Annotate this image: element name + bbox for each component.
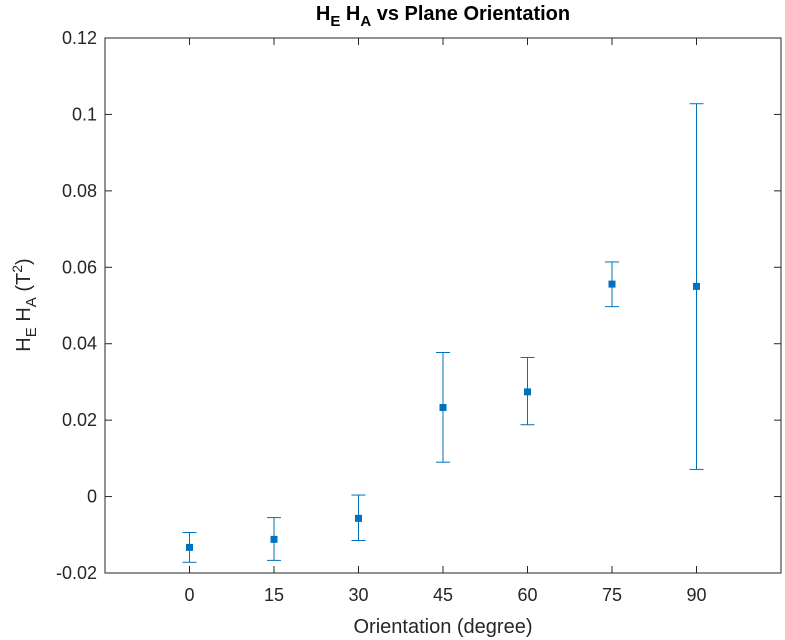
y-axis-label: HE HA (T2) [9, 258, 40, 351]
title-subscript-e: E [330, 13, 340, 30]
data-point [524, 388, 531, 396]
y-tick-label: 0.06 [62, 257, 97, 277]
x-tick-label: 90 [686, 585, 706, 605]
marks-layer [182, 103, 704, 563]
data-point [693, 282, 700, 290]
y-tick-label: 0.02 [62, 410, 97, 430]
y-tick-label: 0.04 [62, 334, 97, 354]
ylabel-subscript-a: A [23, 297, 40, 307]
plot-area [104, 37, 782, 574]
x-tick-label: 0 [184, 585, 194, 605]
data-point [186, 543, 193, 551]
title-subscript-a: A [360, 13, 371, 30]
chart-title: HE HA vs Plane Orientation [316, 3, 570, 30]
data-point [355, 514, 362, 522]
data-point [608, 280, 616, 288]
x-tick-label: 15 [264, 585, 284, 605]
y-tick-label: 0 [87, 487, 97, 507]
y-tick-label: 0.12 [62, 28, 97, 48]
ylabel-superscript-2: 2 [9, 265, 25, 273]
y-tick-label: 0.08 [62, 181, 97, 201]
data-point [439, 404, 447, 412]
x-axis-label: Orientation (degree) [354, 616, 533, 638]
y-tick-label: -0.02 [56, 563, 97, 583]
x-tick-label: 75 [602, 585, 622, 605]
data-point [270, 535, 278, 543]
x-tick-label: 30 [348, 585, 368, 605]
y-tick-label: 0.1 [72, 104, 97, 124]
ylabel-subscript-e: E [23, 327, 40, 337]
x-tick-label: 45 [433, 585, 453, 605]
x-tick-label: 60 [517, 585, 537, 605]
ticks-layer: 0 15 30 45 60 75 90 -0.02 0 0.02 0.04 0.06 0.08 0.1 0.… [56, 28, 781, 605]
